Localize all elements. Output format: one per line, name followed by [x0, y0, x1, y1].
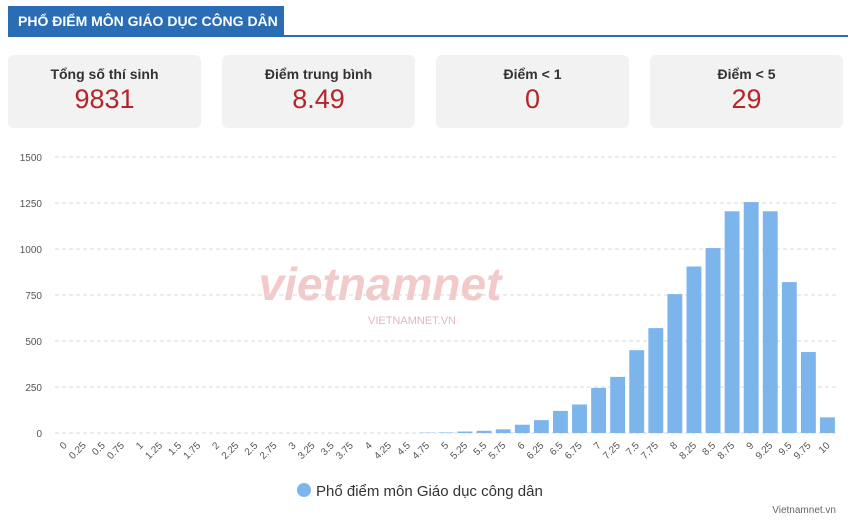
bar — [476, 430, 492, 433]
x-tick-label: 4.25 — [372, 440, 394, 462]
footer-credit: Vietnamnet.vn — [772, 505, 836, 516]
x-tick-label: 1 — [134, 440, 146, 452]
bar — [591, 387, 607, 433]
x-tick-label: 7.25 — [601, 440, 623, 462]
bar — [705, 248, 721, 433]
watermark-url: VIETNAMNET.VN — [368, 315, 456, 327]
x-tick-label: 9.25 — [754, 440, 776, 462]
x-tick-label: 0 — [58, 440, 70, 452]
x-tick-label: 2 — [211, 440, 223, 452]
bar — [533, 420, 549, 433]
x-tick-label: 5 — [439, 440, 451, 452]
x-tick-label: 7.75 — [639, 440, 661, 462]
x-tick-label: 3.75 — [334, 440, 356, 462]
x-tick-label: 8 — [668, 440, 680, 452]
bar — [495, 429, 511, 433]
bar — [438, 432, 454, 433]
stat-label: Điểm < 1 — [503, 66, 562, 82]
legend-label: Phổ điểm môn Giáo dục công dân — [316, 483, 543, 500]
stat-value: 29 — [731, 84, 762, 114]
stat-card: Điểm < 5 29 — [650, 55, 843, 128]
stat-card: Tổng số thí sinh 9831 — [8, 55, 201, 128]
x-tick-label: 1.25 — [143, 440, 165, 462]
stat-value: 8.49 — [292, 84, 345, 114]
bar — [724, 211, 740, 433]
x-tick-label: 6.75 — [563, 440, 585, 462]
x-tick-label: 3 — [287, 440, 299, 452]
legend-marker — [297, 483, 311, 497]
x-tick-label: 6.25 — [525, 440, 547, 462]
x-tick-label: 2.25 — [220, 440, 242, 462]
stat-label: Tổng số thí sinh — [50, 66, 159, 82]
bar — [686, 266, 702, 433]
y-tick-label: 500 — [25, 337, 42, 348]
stat-label: Điểm trung bình — [264, 66, 373, 82]
bar — [629, 350, 645, 433]
bar — [514, 424, 530, 433]
x-tick-label: 9 — [745, 440, 757, 452]
chart: vietnamnet VIETNAMNET.VN 025050075010001… — [20, 153, 837, 500]
x-tick-label: 0.75 — [105, 440, 127, 462]
x-tick-label: 8.25 — [678, 440, 700, 462]
bar — [781, 282, 797, 433]
stat-value: 9831 — [74, 84, 135, 114]
bar — [572, 404, 587, 433]
header-title: PHỔ ĐIỂM MÔN GIÁO DỤC CÔNG DÂN — [8, 6, 284, 36]
x-tick-label: 6 — [516, 440, 528, 452]
stat-label: Điểm < 5 — [717, 66, 776, 82]
y-tick-label: 1250 — [20, 199, 43, 210]
x-tick-label: 2.75 — [258, 440, 280, 462]
x-tick-label: 5.25 — [449, 440, 471, 462]
y-tick-label: 0 — [36, 429, 42, 440]
bar — [457, 431, 473, 433]
x-tick-label: 7 — [592, 440, 604, 452]
x-tick-label: 1.75 — [182, 440, 204, 462]
y-tick-label: 1500 — [20, 153, 43, 164]
bar — [648, 328, 664, 433]
stat-card: Điểm < 1 0 — [436, 55, 629, 128]
x-tick-label: 4 — [363, 440, 375, 452]
x-tick-label: 3.25 — [296, 440, 318, 462]
y-tick-label: 250 — [25, 383, 42, 394]
bar — [667, 294, 683, 433]
bar — [762, 211, 778, 433]
bar — [553, 410, 568, 433]
x-tick-label: 0.25 — [67, 440, 89, 462]
watermark-logo: vietnamnet — [259, 258, 504, 310]
x-tick-label: 10 — [817, 440, 833, 456]
y-tick-label: 750 — [25, 291, 42, 302]
bar — [610, 376, 626, 433]
bar — [800, 352, 816, 433]
x-tick-label: 9.75 — [792, 440, 814, 462]
stat-value: 0 — [524, 84, 541, 114]
y-tick-label: 1000 — [20, 245, 43, 256]
x-tick-label: 5.75 — [487, 440, 509, 462]
bar — [743, 202, 759, 433]
bar — [820, 417, 835, 433]
x-tick-label: 4.75 — [411, 440, 433, 462]
x-tick-label: 8.75 — [716, 440, 738, 462]
header-rule — [8, 35, 848, 37]
stat-card: Điểm trung bình 8.49 — [222, 55, 415, 128]
